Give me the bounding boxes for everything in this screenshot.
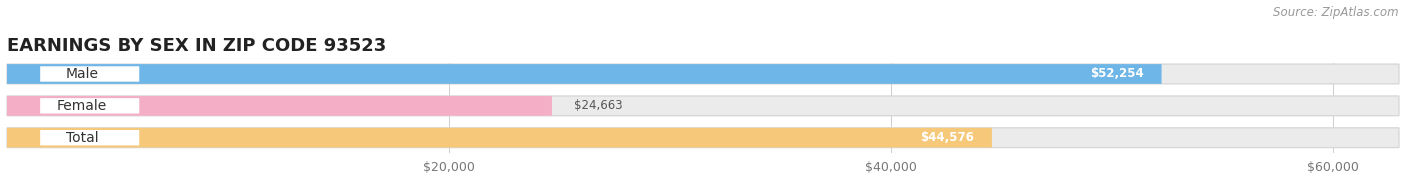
Text: Male: Male bbox=[66, 67, 98, 81]
Text: Total: Total bbox=[66, 131, 98, 145]
FancyBboxPatch shape bbox=[7, 128, 991, 148]
Text: $52,254: $52,254 bbox=[1090, 67, 1144, 81]
FancyBboxPatch shape bbox=[7, 96, 1399, 116]
Text: EARNINGS BY SEX IN ZIP CODE 93523: EARNINGS BY SEX IN ZIP CODE 93523 bbox=[7, 37, 387, 55]
FancyBboxPatch shape bbox=[7, 128, 1399, 148]
FancyBboxPatch shape bbox=[41, 98, 139, 113]
FancyBboxPatch shape bbox=[41, 130, 139, 145]
Text: Source: ZipAtlas.com: Source: ZipAtlas.com bbox=[1274, 6, 1399, 19]
Text: $44,576: $44,576 bbox=[921, 131, 974, 144]
Text: Female: Female bbox=[56, 99, 107, 113]
FancyBboxPatch shape bbox=[41, 66, 139, 82]
FancyBboxPatch shape bbox=[7, 64, 1399, 84]
FancyBboxPatch shape bbox=[7, 96, 553, 116]
FancyBboxPatch shape bbox=[7, 64, 1161, 84]
Text: $24,663: $24,663 bbox=[574, 99, 623, 112]
